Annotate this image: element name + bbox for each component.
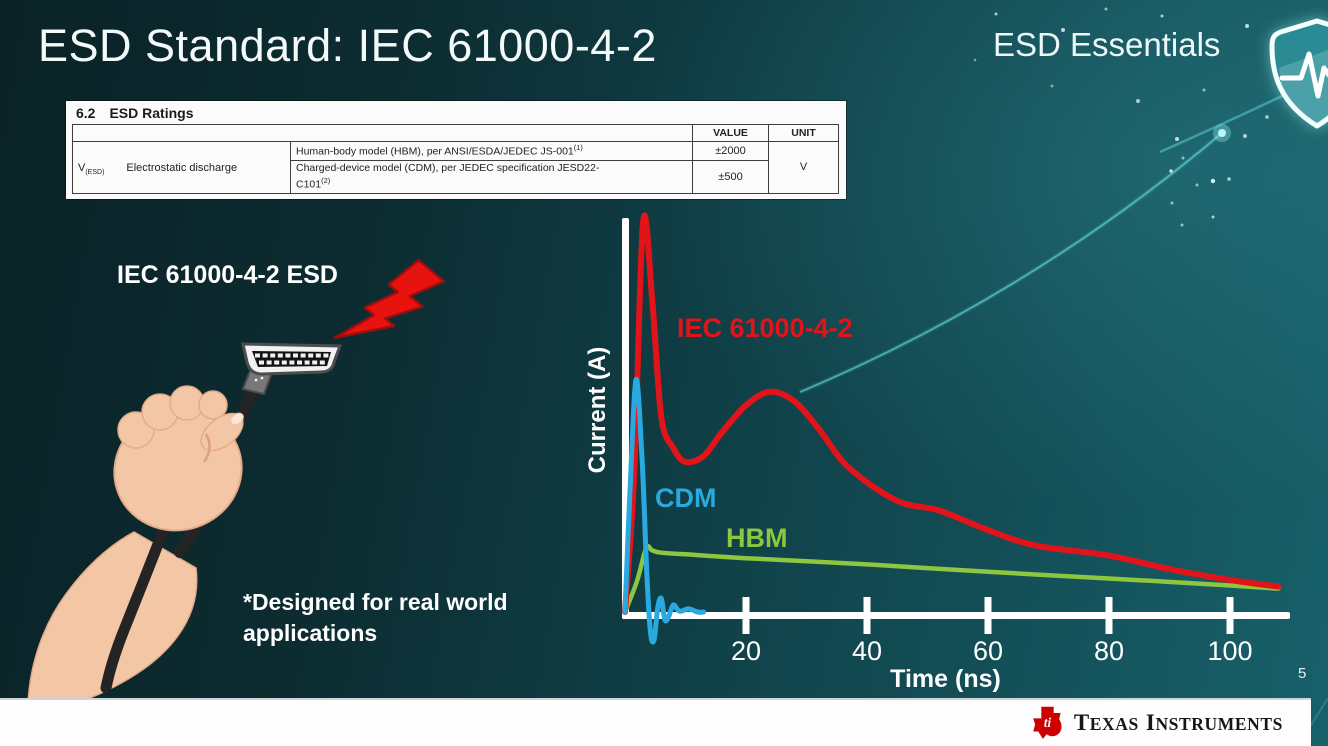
series-label-iec: IEC 61000-4-2 — [677, 313, 853, 343]
forearm — [27, 531, 198, 705]
hdmi-connector-icon — [241, 342, 343, 396]
svg-text:80: 80 — [1094, 636, 1124, 666]
unit-cell: V — [768, 141, 839, 194]
brand-wordmark: Texas Instruments — [1073, 710, 1283, 735]
table-section-heading: 6.2 ESD Ratings — [72, 104, 840, 124]
value-column-header: VALUE — [692, 124, 769, 142]
svg-text:ti: ti — [1044, 715, 1052, 730]
x-axis-label: Time (ns) — [890, 665, 1001, 693]
y-axis-label: Current (A) — [584, 346, 611, 474]
esd-waveform-chart: 20 40 60 80 100 — [622, 212, 1290, 666]
thumbnail — [230, 412, 244, 426]
hbm-value-cell: ±2000 — [692, 140, 769, 162]
svg-text:60: 60 — [973, 636, 1003, 666]
esd-ratings-datasheet-snippet: 6.2 ESD Ratings VALUE UNIT V(ESD) Electro… — [66, 101, 846, 199]
svg-text:40: 40 — [852, 636, 882, 666]
series-label-cdm: CDM — [655, 483, 717, 513]
shield-pulse-icon — [1269, 18, 1328, 129]
cdm-description-cell: Charged-device model (CDM), per JEDEC sp… — [290, 160, 693, 194]
series-brand-label: ESD Essentials — [993, 26, 1221, 63]
section-number: 6.2 — [76, 105, 96, 121]
cdm-value-cell: ±500 — [692, 160, 769, 194]
esd-ratings-table: VALUE UNIT V(ESD) Electrostatic discharge… — [72, 124, 839, 194]
table-row: V(ESD) Electrostatic discharge Human-body… — [72, 140, 839, 194]
symbol: V(ESD) — [78, 162, 105, 177]
hbm-description-cell: Human-body model (HBM), per ANSI/ESDA/JE… — [290, 140, 693, 162]
star-dots-decor — [973, 7, 1269, 227]
unit-column-header: UNIT — [768, 124, 839, 142]
series-label-hbm: HBM — [726, 523, 788, 553]
hand-holding-cable-illustration — [27, 258, 445, 705]
table-header-row: VALUE UNIT — [72, 124, 839, 142]
section-title: ESD Ratings — [109, 105, 194, 121]
slide-title: ESD Standard: IEC 61000-4-2 — [38, 20, 657, 71]
symbol-parameter-cell: V(ESD) Electrostatic discharge — [72, 141, 291, 194]
footnote-line: *Designed for real world — [243, 589, 508, 615]
footnote: *Designed for real world applications — [243, 587, 508, 649]
illustration-label: IEC 61000-4-2 ESD — [117, 261, 338, 289]
empty-header-cell — [72, 124, 693, 142]
table-row: Charged-device model (CDM), per JEDEC sp… — [73, 160, 839, 194]
texas-instruments-logo-icon: ti — [1033, 706, 1062, 739]
fist — [113, 385, 244, 532]
footnote-line: applications — [243, 620, 378, 646]
page-number: 5 — [1298, 665, 1307, 682]
parameter-name: Electrostatic discharge — [126, 162, 238, 175]
svg-text:100: 100 — [1207, 636, 1252, 666]
svg-text:20: 20 — [731, 636, 761, 666]
cable-lower — [100, 494, 181, 694]
footer-bar: ti Texas Instruments — [0, 698, 1311, 746]
lightning-bolt-icon — [333, 258, 445, 339]
